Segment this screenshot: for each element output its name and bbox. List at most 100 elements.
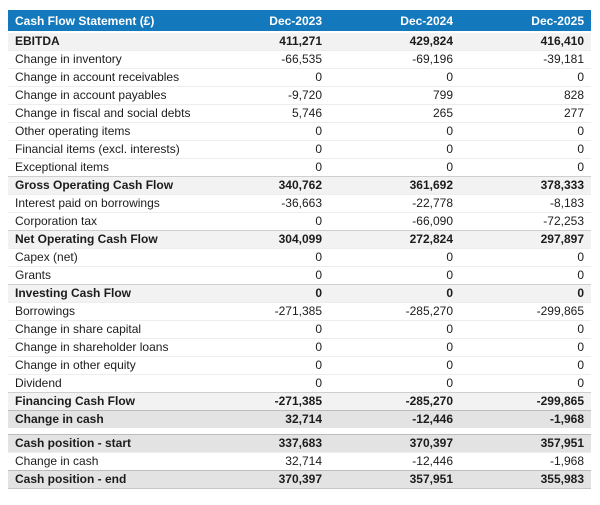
row-value: 0 [329,247,460,266]
row-value: -8,183 [460,193,591,212]
column-header-dec-2025: Dec-2025 [460,10,591,33]
row-label: Interest paid on borrowings [8,193,198,212]
row-value: 265 [329,103,460,122]
row-label: Other operating items [8,121,198,140]
table-row: Grants 0 0 0 [8,265,591,284]
table-row: Change in cash 32,714 -12,446 -1,968 [8,409,591,428]
row-value: 411,271 [198,31,329,50]
row-label: Change in shareholder loans [8,337,198,356]
row-value: 378,333 [460,175,591,194]
table-row: Change in cash 32,714 -12,446 -1,968 [8,451,591,470]
table-title: Cash Flow Statement (£) [8,10,198,33]
table-row: Change in fiscal and social debts 5,746 26… [8,103,591,122]
row-label: Change in inventory [8,49,198,68]
row-label: Exceptional items [8,157,198,176]
row-label: Gross Operating Cash Flow [8,175,198,194]
row-value: 0 [198,373,329,392]
row-value: -9,720 [198,85,329,104]
row-value: 0 [329,319,460,338]
table-row: Cash position - end 370,397 357,951 355,983 [8,469,591,489]
row-value: 0 [460,373,591,392]
row-value: -72,253 [460,211,591,230]
row-value: -22,778 [329,193,460,212]
table-row: Change in account receivables 0 0 0 [8,67,591,86]
row-value: 799 [329,85,460,104]
row-value: 337,683 [198,433,329,452]
row-label: Change in cash [8,409,198,428]
row-label: Dividend [8,373,198,392]
row-value: 370,397 [329,433,460,452]
row-value: -39,181 [460,49,591,68]
row-label: Cash position - start [8,433,198,452]
table-row: Capex (net) 0 0 0 [8,247,591,266]
row-value: 357,951 [329,469,460,489]
row-value: 0 [329,283,460,302]
row-value: 0 [198,319,329,338]
cash-flow-statement-page: Cash Flow Statement (£) Dec-2023 Dec-202… [8,10,591,489]
table-row: Other operating items 0 0 0 [8,121,591,140]
table-row: Investing Cash Flow 0 0 0 [8,283,591,302]
table-row: Exceptional items 0 0 0 [8,157,591,176]
row-value: 340,762 [198,175,329,194]
row-value: 0 [329,265,460,284]
table-row: Financing Cash Flow -271,385 -285,270 -299,… [8,391,591,410]
row-value: 0 [198,139,329,158]
table-row: Net Operating Cash Flow 304,099 272,824 297… [8,229,591,248]
row-value: 0 [329,157,460,176]
row-value: 416,410 [460,31,591,50]
row-value: 0 [198,283,329,302]
row-value: 0 [198,157,329,176]
row-value: -66,535 [198,49,329,68]
row-value: 0 [460,67,591,86]
row-value: 0 [329,373,460,392]
row-value: -1,968 [460,451,591,470]
row-value: 0 [329,337,460,356]
row-label: Borrowings [8,301,198,320]
table-row: Change in other equity 0 0 0 [8,355,591,374]
row-value: -271,385 [198,391,329,410]
row-value: 0 [460,157,591,176]
table-row: Borrowings -271,385 -285,270 -299,865 [8,301,591,320]
table-row: Change in inventory -66,535 -69,196 -39,181 [8,49,591,68]
row-label: Change in share capital [8,319,198,338]
row-gap [8,428,591,434]
row-label: Investing Cash Flow [8,283,198,302]
row-value: 0 [329,67,460,86]
row-label: Financing Cash Flow [8,391,198,410]
row-value: -299,865 [460,391,591,410]
row-value: -271,385 [198,301,329,320]
row-value: 361,692 [329,175,460,194]
row-label: Cash position - end [8,469,198,489]
row-value: 0 [460,265,591,284]
table-header-row: Cash Flow Statement (£) Dec-2023 Dec-202… [8,10,591,33]
row-value: -285,270 [329,391,460,410]
table-row: Gross Operating Cash Flow 340,762 361,692 3… [8,175,591,194]
row-label: Grants [8,265,198,284]
table-row: Financial items (excl. interests) 0 0 0 [8,139,591,158]
row-value: -69,196 [329,49,460,68]
row-value: 0 [198,121,329,140]
row-value: 0 [198,337,329,356]
row-value: -285,270 [329,301,460,320]
row-value: -299,865 [460,301,591,320]
row-value: 370,397 [198,469,329,489]
row-value: 357,951 [460,433,591,452]
row-value: -36,663 [198,193,329,212]
row-value: 32,714 [198,409,329,428]
row-value: 304,099 [198,229,329,248]
column-header-dec-2023: Dec-2023 [198,10,329,33]
row-label: Financial items (excl. interests) [8,139,198,158]
row-label: Corporation tax [8,211,198,230]
row-value: 297,897 [460,229,591,248]
row-value: 0 [198,67,329,86]
row-value: 828 [460,85,591,104]
row-value: 0 [329,121,460,140]
row-value: 0 [460,283,591,302]
row-label: EBITDA [8,31,198,50]
table-row: Change in share capital 0 0 0 [8,319,591,338]
row-value: 0 [460,139,591,158]
row-value: 0 [198,355,329,374]
table-row: Dividend 0 0 0 [8,373,591,392]
row-value: 0 [198,211,329,230]
row-label: Change in fiscal and social debts [8,103,198,122]
